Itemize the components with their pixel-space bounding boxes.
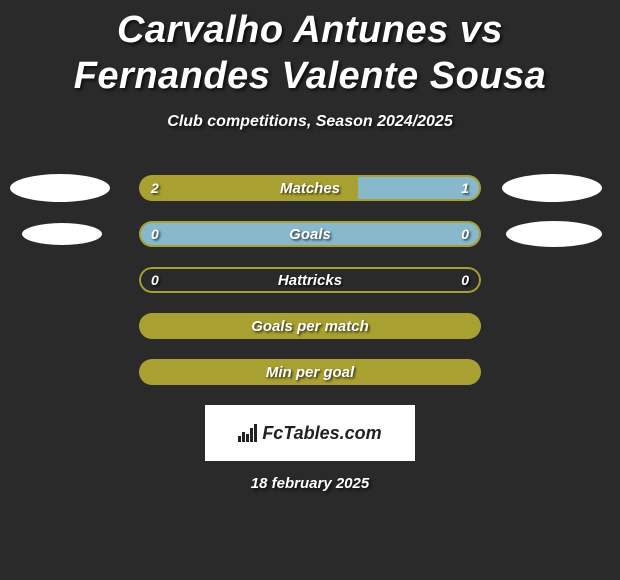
stat-label: Goals	[139, 221, 481, 247]
stat-label: Min per goal	[139, 359, 481, 385]
player-ellipse-left	[10, 174, 110, 202]
brand-logo: FcTables.com	[238, 423, 381, 444]
stat-label: Goals per match	[139, 313, 481, 339]
player-ellipse-left	[22, 223, 102, 245]
stat-bar: Min per goal	[139, 359, 481, 385]
stat-label: Hattricks	[139, 267, 481, 293]
stat-label: Matches	[139, 175, 481, 201]
stat-row: 00Goals	[0, 211, 620, 257]
stat-bar: 00Hattricks	[139, 267, 481, 293]
stat-row: Min per goal	[0, 349, 620, 395]
stat-row: 00Hattricks	[0, 257, 620, 303]
comparison-rows: 21Matches 00Goals 00Hattricks Goals per mat…	[0, 165, 620, 395]
page-title: Carvalho Antunes vs Fernandes Valente So…	[0, 0, 620, 99]
stat-bar: 21Matches	[139, 175, 481, 201]
stat-row: 21Matches	[0, 165, 620, 211]
footer-brand-box: FcTables.com	[205, 405, 415, 461]
player-ellipse-right	[502, 174, 602, 202]
stat-row: Goals per match	[0, 303, 620, 349]
player-ellipse-right	[506, 221, 602, 247]
subtitle: Club competitions, Season 2024/2025	[0, 113, 620, 131]
footer-date: 18 february 2025	[0, 475, 620, 492]
stat-bar: 00Goals	[139, 221, 481, 247]
bar-chart-icon	[238, 424, 258, 442]
brand-text: FcTables.com	[262, 423, 381, 444]
stat-bar: Goals per match	[139, 313, 481, 339]
